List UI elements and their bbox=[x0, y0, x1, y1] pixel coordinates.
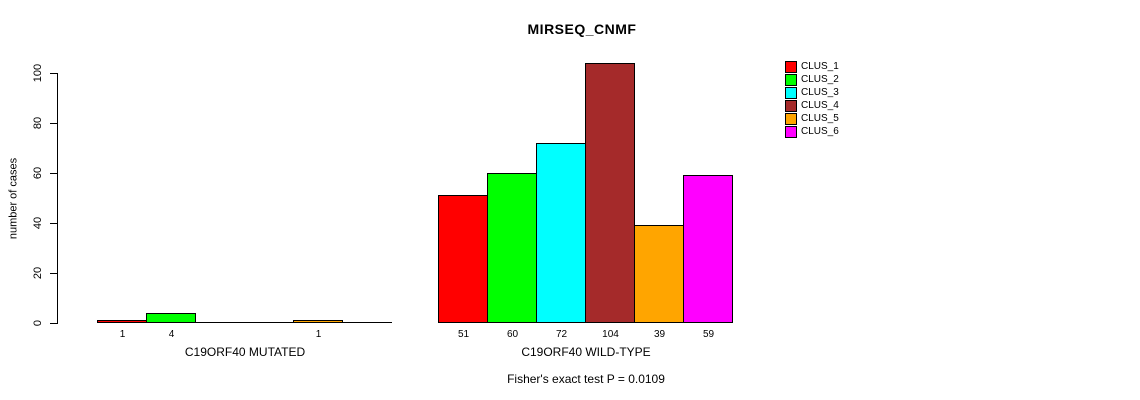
bar-value-label: 104 bbox=[602, 329, 619, 340]
legend-swatch-icon bbox=[785, 113, 797, 125]
y-tick-40 bbox=[50, 223, 57, 224]
y-tick-80 bbox=[50, 123, 57, 124]
y-tick-label-100: 100 bbox=[32, 63, 44, 83]
legend-swatch-icon bbox=[785, 74, 797, 86]
bar-value-label: 60 bbox=[506, 329, 519, 340]
bar-value-label: 39 bbox=[653, 329, 666, 340]
y-tick-100 bbox=[50, 73, 57, 74]
y-tick-label-80: 80 bbox=[32, 116, 44, 130]
y-axis-line bbox=[57, 73, 58, 324]
bar-clus_1-group2 bbox=[438, 195, 488, 323]
legend-swatch-icon bbox=[785, 100, 797, 112]
group-label-wildtype: C19ORF40 WILD-TYPE bbox=[521, 345, 651, 359]
bar-clus_5-group1 bbox=[293, 320, 343, 323]
fisher-test-annotation: Fisher's exact test P = 0.0109 bbox=[507, 372, 665, 386]
bar-value-label: 59 bbox=[702, 329, 715, 340]
legend-label: CLUS_4 bbox=[801, 100, 839, 111]
bar-value-label: 51 bbox=[457, 329, 470, 340]
bar-clus_3-group2 bbox=[536, 143, 586, 323]
y-tick-label-60: 60 bbox=[32, 166, 44, 180]
legend-swatch-icon bbox=[785, 87, 797, 99]
chart-title: MIRSEQ_CNMF bbox=[527, 21, 637, 37]
y-axis-label: number of cases bbox=[7, 157, 20, 240]
legend-label: CLUS_3 bbox=[801, 87, 839, 98]
y-tick-60 bbox=[50, 173, 57, 174]
y-tick-0 bbox=[50, 323, 57, 324]
y-tick-label-20: 20 bbox=[32, 266, 44, 280]
legend-label: CLUS_1 bbox=[801, 61, 839, 72]
legend-swatch-icon bbox=[785, 126, 797, 138]
y-tick-20 bbox=[50, 273, 57, 274]
bar-clus_2-group2 bbox=[487, 173, 537, 323]
y-tick-label-40: 40 bbox=[32, 216, 44, 230]
bar-clus_6-group2 bbox=[683, 175, 733, 323]
bar-value-label: 4 bbox=[168, 329, 175, 340]
bar-value-label: 72 bbox=[555, 329, 568, 340]
legend-swatch-icon bbox=[785, 61, 797, 73]
legend-label: CLUS_5 bbox=[801, 113, 839, 124]
legend-label: CLUS_2 bbox=[801, 74, 839, 85]
bar-clus_2-group1 bbox=[146, 313, 196, 323]
y-tick-label-0: 0 bbox=[32, 319, 44, 327]
zero-bar-clus_3-group1 bbox=[195, 322, 245, 323]
bar-clus_5-group2 bbox=[634, 225, 684, 323]
zero-bar-clus_6-group1 bbox=[342, 322, 392, 323]
zero-bar-clus_4-group1 bbox=[244, 322, 294, 323]
bar-clus_1-group1 bbox=[97, 320, 147, 323]
bar-value-label: 1 bbox=[315, 329, 322, 340]
bar-value-label: 1 bbox=[119, 329, 126, 340]
group-label-mutated: C19ORF40 MUTATED bbox=[184, 345, 306, 359]
bar-clus_4-group2 bbox=[585, 63, 635, 323]
legend-label: CLUS_6 bbox=[801, 126, 839, 137]
